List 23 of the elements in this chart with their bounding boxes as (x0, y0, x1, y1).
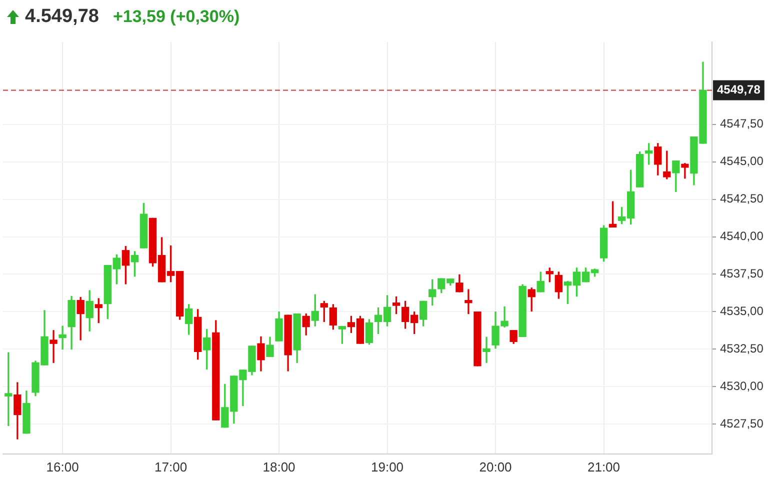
y-tick-label: 4537,50 (720, 266, 764, 281)
y-tick-label: 4542,50 (720, 192, 764, 206)
chart-subtitle: +13,59 (+0,30%) (112, 7, 240, 27)
y-tick-label: 4532,50 (720, 341, 764, 356)
candlestick (464, 289, 472, 314)
candlestick (681, 163, 689, 179)
y-tick-label: 4535,00 (720, 304, 764, 318)
y-tick-label: 4547,50 (720, 116, 764, 131)
y-tick-label: 4527,50 (720, 416, 764, 430)
y-tick-label: 4540,00 (720, 229, 764, 244)
x-tick-label: 20:00 (479, 459, 512, 474)
x-tick-label: 17:00 (154, 459, 188, 474)
y-tick-label: 4530,00 (720, 378, 764, 393)
candlestick (482, 336, 490, 363)
candlestick (58, 326, 66, 350)
chart-title: 4.549,78 (25, 6, 99, 28)
x-tick-label: 21:00 (587, 459, 620, 474)
x-tick-label: 18:00 (262, 459, 296, 474)
ref-line-label: 4549,78 (717, 82, 761, 97)
x-tick-label: 16:00 (46, 459, 79, 474)
y-tick-label: 4545,00 (720, 154, 764, 168)
candlestick (50, 330, 58, 363)
x-tick-label: 19:00 (370, 459, 404, 474)
